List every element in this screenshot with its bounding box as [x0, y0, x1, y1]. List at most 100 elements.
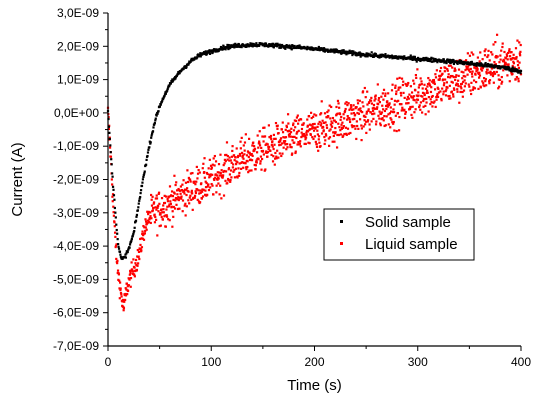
liquid-sample-point: [211, 173, 214, 176]
liquid-sample-point: [429, 90, 433, 94]
liquid-sample-point: [269, 134, 273, 138]
liquid-sample-point: [519, 50, 522, 53]
liquid-sample-point: [230, 176, 233, 179]
solid-sample-point: [352, 50, 355, 53]
solid-sample-point: [114, 216, 117, 219]
liquid-sample-point: [347, 102, 350, 105]
liquid-sample-point: [243, 153, 246, 156]
liquid-sample-point: [282, 146, 285, 149]
liquid-sample-point: [398, 115, 401, 119]
liquid-sample-point: [119, 291, 123, 295]
liquid-sample-point: [497, 74, 500, 77]
liquid-sample-point: [340, 123, 343, 126]
liquid-sample-point: [307, 130, 310, 133]
solid-sample-point: [339, 50, 342, 53]
liquid-sample-point: [150, 204, 154, 207]
liquid-sample-point: [334, 126, 337, 130]
liquid-sample-point: [216, 171, 219, 174]
liquid-sample-point: [423, 92, 426, 95]
liquid-sample-point: [432, 78, 436, 82]
liquid-sample-point: [352, 104, 355, 107]
solid-sample-point: [268, 43, 271, 46]
liquid-sample-point: [496, 55, 499, 58]
liquid-sample-point: [160, 215, 163, 219]
liquid-sample-point: [374, 97, 377, 101]
solid-sample-point: [198, 53, 201, 56]
liquid-sample-point: [348, 118, 351, 121]
liquid-sample-point: [218, 193, 221, 196]
liquid-sample-point: [281, 142, 284, 145]
liquid-sample-point: [384, 92, 387, 95]
liquid-sample-point: [272, 147, 275, 151]
liquid-sample-point: [388, 112, 392, 115]
solid-sample-point: [152, 126, 155, 129]
liquid-sample-point: [224, 153, 227, 157]
liquid-sample-point: [237, 167, 240, 170]
liquid-sample-point: [410, 113, 413, 117]
liquid-sample-point: [195, 180, 198, 183]
solid-sample-point: [108, 137, 111, 141]
solid-sample-point: [182, 67, 185, 70]
liquid-sample-point: [157, 204, 160, 207]
solid-sample-point: [322, 49, 325, 53]
liquid-sample-point: [503, 63, 506, 66]
liquid-sample-point: [171, 225, 174, 228]
liquid-sample-point: [384, 124, 387, 127]
liquid-sample-point: [402, 80, 405, 83]
liquid-sample-point: [330, 120, 333, 123]
liquid-sample-point: [233, 159, 236, 162]
y-tick-label: 3,0E-09: [57, 6, 99, 20]
liquid-sample-point: [107, 127, 110, 131]
liquid-sample-point: [506, 51, 510, 55]
liquid-sample-point: [249, 158, 252, 161]
liquid-sample-point: [394, 86, 397, 90]
liquid-sample-point: [430, 86, 433, 89]
solid-sample-point: [293, 44, 296, 48]
solid-sample-point: [378, 56, 381, 59]
liquid-sample-point: [453, 67, 456, 70]
liquid-sample-point: [387, 92, 390, 95]
solid-sample-point: [220, 46, 224, 49]
solid-sample-point: [154, 117, 157, 120]
liquid-sample-point: [120, 293, 123, 296]
liquid-sample-point: [162, 208, 165, 211]
liquid-sample-point: [325, 116, 328, 119]
solid-sample-point: [153, 121, 156, 125]
liquid-sample-point: [433, 88, 437, 91]
liquid-sample-point: [418, 105, 421, 109]
liquid-sample-point: [271, 145, 274, 148]
liquid-sample-point: [493, 72, 497, 75]
liquid-sample-point: [228, 173, 232, 176]
liquid-sample-point: [424, 87, 428, 90]
liquid-sample-point: [397, 99, 400, 102]
liquid-sample-point: [399, 91, 402, 95]
liquid-sample-point: [320, 100, 323, 103]
liquid-sample-point: [308, 123, 312, 126]
liquid-sample-point: [467, 68, 470, 71]
liquid-sample-point: [235, 147, 238, 150]
liquid-sample-point: [213, 164, 216, 167]
liquid-sample-point: [414, 89, 417, 92]
liquid-sample-point: [489, 73, 492, 76]
liquid-sample-point: [438, 78, 441, 81]
liquid-sample-point: [233, 176, 237, 179]
liquid-sample-point: [359, 110, 363, 113]
solid-sample-point: [148, 146, 151, 149]
liquid-sample-point: [111, 183, 114, 186]
solid-sample-point: [428, 57, 431, 61]
solid-sample-point: [234, 43, 237, 47]
solid-sample-point: [412, 55, 415, 58]
liquid-sample-point: [152, 207, 155, 210]
solid-sample-point: [378, 55, 382, 58]
liquid-sample-point: [270, 138, 273, 141]
liquid-sample-point: [226, 155, 229, 158]
liquid-sample-point: [171, 210, 174, 213]
liquid-sample-point: [306, 124, 309, 127]
liquid-sample-point: [431, 80, 434, 83]
solid-sample-point: [323, 47, 326, 50]
liquid-sample-point: [440, 99, 443, 102]
liquid-sample-point: [347, 132, 350, 135]
liquid-sample-point: [272, 155, 275, 158]
solid-sample-point: [461, 60, 464, 64]
solid-sample-point: [298, 44, 301, 47]
